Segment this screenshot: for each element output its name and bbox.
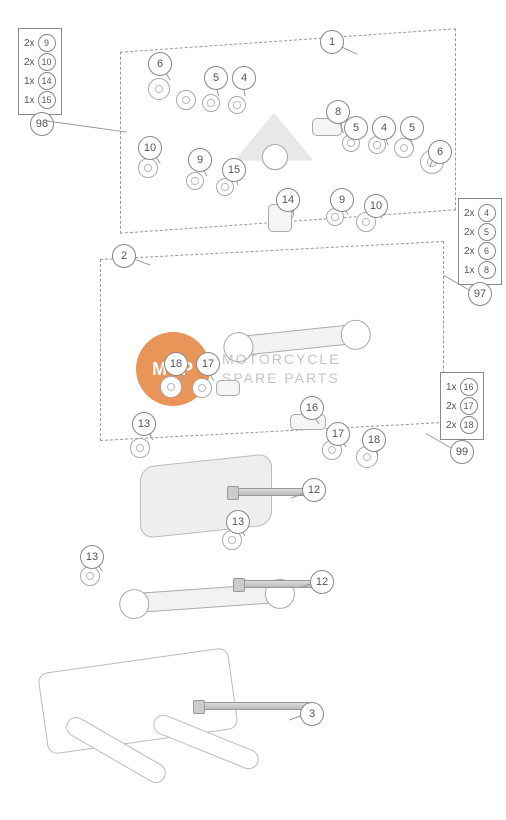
kit-ref-circle: 15 [38,91,56,109]
kit-qty: 2x [464,208,475,219]
diagram-stage: { "watermark": { "badge": "MSP", "line1"… [0,0,506,820]
kit-label-97: 97 [468,282,492,306]
kit-qty: 1x [24,95,35,106]
watermark-line1: MOTORCYCLE [222,350,341,369]
washer-icon [160,376,182,398]
bushing-icon [216,380,240,396]
rocker-triangle [236,114,312,160]
relay-arm [140,453,272,539]
kit-ref-circle: 14 [38,72,56,90]
callout-9: 9 [330,188,354,212]
kit-ref-circle: 4 [478,204,496,222]
washer-icon [202,94,220,112]
callout-17: 17 [326,422,350,446]
kit-qty: 2x [464,246,475,257]
callout-14: 14 [276,188,300,212]
callout-16: 16 [300,396,324,420]
callout-17: 17 [196,352,220,376]
callout-9: 9 [188,148,212,172]
kit-ref-circle: 5 [478,223,496,241]
callout-3: 3 [300,702,324,726]
kit-row: 2x18 [446,416,478,434]
washer-icon [228,96,246,114]
kit-row: 2x17 [446,397,478,415]
callout-13: 13 [80,545,104,569]
kit-row: 2x6 [464,242,496,260]
callout-18: 18 [164,352,188,376]
washer-icon [176,90,196,110]
callout-10: 10 [364,194,388,218]
washer-icon [186,172,204,190]
kit-box-97: 2x42x52x61x8 [458,198,502,285]
kit-box-98: 2x92x101x141x15 [18,28,62,115]
kit-row: 1x16 [446,378,478,396]
callout-13: 13 [132,412,156,436]
callout-5: 5 [204,66,228,90]
kit-row: 1x15 [24,91,56,109]
callout-10: 10 [138,136,162,160]
callout-8: 8 [326,100,350,124]
kit-row: 2x10 [24,53,56,71]
kit-qty: 2x [464,227,475,238]
washer-icon [138,158,158,178]
washer-icon [148,78,170,100]
kit-label-99: 99 [450,440,474,464]
kit-ref-circle: 17 [460,397,478,415]
kit-ref-circle: 9 [38,34,56,52]
washer-icon [192,378,212,398]
kit-box-99: 1x162x172x18 [440,372,484,440]
kit-qty: 1x [446,382,457,393]
kit-qty: 1x [464,265,475,276]
watermark-text: MOTORCYCLE SPARE PARTS [222,350,341,388]
callout-15: 15 [222,158,246,182]
callout-12: 12 [302,478,326,502]
callout-5: 5 [344,116,368,140]
kit-qty: 2x [24,38,35,49]
callout-4: 4 [372,116,396,140]
kit-qty: 2x [24,57,35,68]
kit-row: 1x14 [24,72,56,90]
kit-row: 2x5 [464,223,496,241]
callout-12: 12 [310,570,334,594]
kit-qty: 2x [446,401,457,412]
washer-icon [80,566,100,586]
callout-18: 18 [362,428,386,452]
kit-row: 2x9 [24,34,56,52]
kit-ref-circle: 8 [478,261,496,279]
kit-ref-circle: 18 [460,416,478,434]
callout-13: 13 [226,510,250,534]
leader-line [44,120,127,133]
bolt-icon [200,702,312,710]
kit-label-98: 98 [30,112,54,136]
kit-qty: 1x [24,76,35,87]
kit-ref-circle: 10 [38,53,56,71]
kit-row: 2x4 [464,204,496,222]
callout-4: 4 [232,66,256,90]
kit-qty: 2x [446,420,457,431]
kit-ref-circle: 16 [460,378,478,396]
washer-icon [130,438,150,458]
kit-ref-circle: 6 [478,242,496,260]
callout-5: 5 [400,116,424,140]
kit-row: 1x8 [464,261,496,279]
callout-1: 1 [320,30,344,54]
callout-2: 2 [112,244,136,268]
callout-6: 6 [428,140,452,164]
callout-6: 6 [148,52,172,76]
